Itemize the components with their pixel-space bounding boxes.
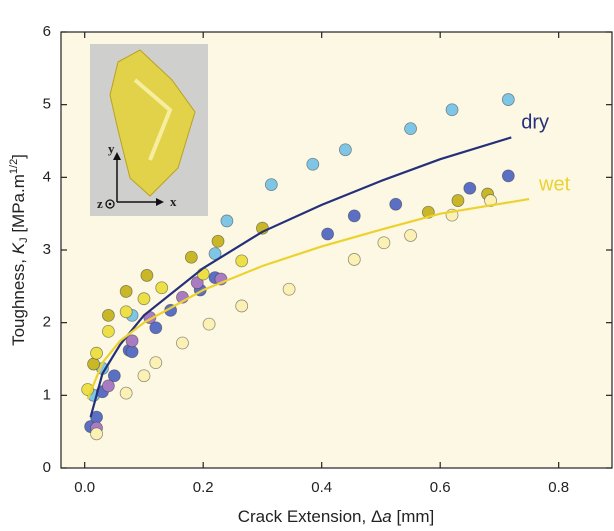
data-point [101, 324, 115, 338]
x-label-part: [mm] [392, 507, 435, 526]
data-point [107, 369, 121, 383]
z-symbol-dot [108, 202, 112, 206]
data-point [404, 229, 417, 242]
y-tick-label: 4 [43, 168, 51, 185]
data-point [235, 299, 249, 313]
data-point [101, 308, 115, 322]
y-tick-label: 6 [43, 23, 51, 40]
x-tick-label: 0.4 [311, 479, 332, 496]
data-point [338, 143, 352, 157]
y-label-part: 1/2 [8, 159, 20, 174]
data-point [140, 269, 154, 282]
data-point [484, 194, 497, 207]
curve-label: wet [538, 173, 571, 195]
y-tick-label: 1 [43, 386, 51, 403]
x-axis-label: Crack Extension, Δa [mm] [238, 507, 435, 526]
data-point [155, 281, 169, 295]
curve-label: dry [521, 112, 549, 134]
data-point [202, 317, 216, 331]
z-symbol [105, 199, 115, 209]
data-point [282, 282, 296, 296]
specimen-detail [133, 78, 173, 161]
data-point [90, 427, 103, 441]
y-tick-label: 5 [43, 96, 51, 113]
fit-curve [89, 136, 512, 418]
data-point [404, 122, 417, 136]
inset-photo: x y z [90, 44, 208, 216]
data-point [501, 169, 515, 183]
data-point [190, 276, 204, 290]
data-point [347, 253, 361, 266]
inset-z-label: z [97, 196, 103, 211]
data-point [149, 356, 163, 370]
arrow-head [113, 152, 121, 160]
data-point [211, 234, 225, 248]
data-point [220, 214, 234, 228]
data-point [90, 346, 103, 360]
data-point [377, 236, 391, 250]
data-point [125, 334, 139, 348]
data-point [149, 321, 163, 335]
y-label-part: [MPa.m [9, 174, 28, 237]
data-point [137, 292, 151, 306]
y-axis-label: Toughness, KJ [MPa.m1/2] [8, 154, 30, 346]
y-tick-label: 0 [43, 459, 51, 476]
inset-x-label: x [170, 194, 177, 209]
x-label-part: Crack Extension, Δ [238, 507, 383, 526]
data-point [321, 227, 335, 241]
y-label-part: Toughness, [9, 254, 28, 346]
data-point [119, 285, 133, 298]
y-tick-label: 3 [43, 241, 51, 258]
data-point [125, 345, 139, 359]
y-tick-label: 2 [43, 314, 51, 331]
data-point [264, 178, 278, 192]
x-tick-label: 0.6 [430, 479, 451, 496]
data-point [101, 379, 115, 393]
arrow-head [156, 198, 164, 206]
data-point [87, 357, 100, 371]
data-point [119, 386, 133, 400]
data-point [196, 267, 210, 281]
data-point [137, 369, 151, 383]
data-point [501, 93, 515, 106]
data-point [184, 250, 198, 264]
specimen [109, 49, 196, 197]
x-tick-label: 0.2 [193, 479, 214, 496]
data-point [235, 254, 249, 268]
x-tick-label: 0.8 [548, 479, 569, 496]
data-point [451, 194, 465, 207]
data-point [463, 181, 477, 195]
y-label-part: J [18, 237, 30, 243]
data-point [347, 209, 361, 223]
data-point [445, 103, 459, 117]
data-point [119, 305, 133, 319]
data-point [389, 197, 403, 211]
data-point [176, 336, 189, 350]
fit-curve [86, 198, 530, 400]
y-label-part: K [9, 242, 28, 254]
x-tick-label: 0.0 [74, 479, 95, 496]
y-label-part: ] [9, 154, 28, 159]
marks [81, 93, 530, 441]
data-point [306, 157, 320, 171]
inset-y-label: y [108, 141, 115, 156]
x-label-part: a [382, 507, 391, 526]
